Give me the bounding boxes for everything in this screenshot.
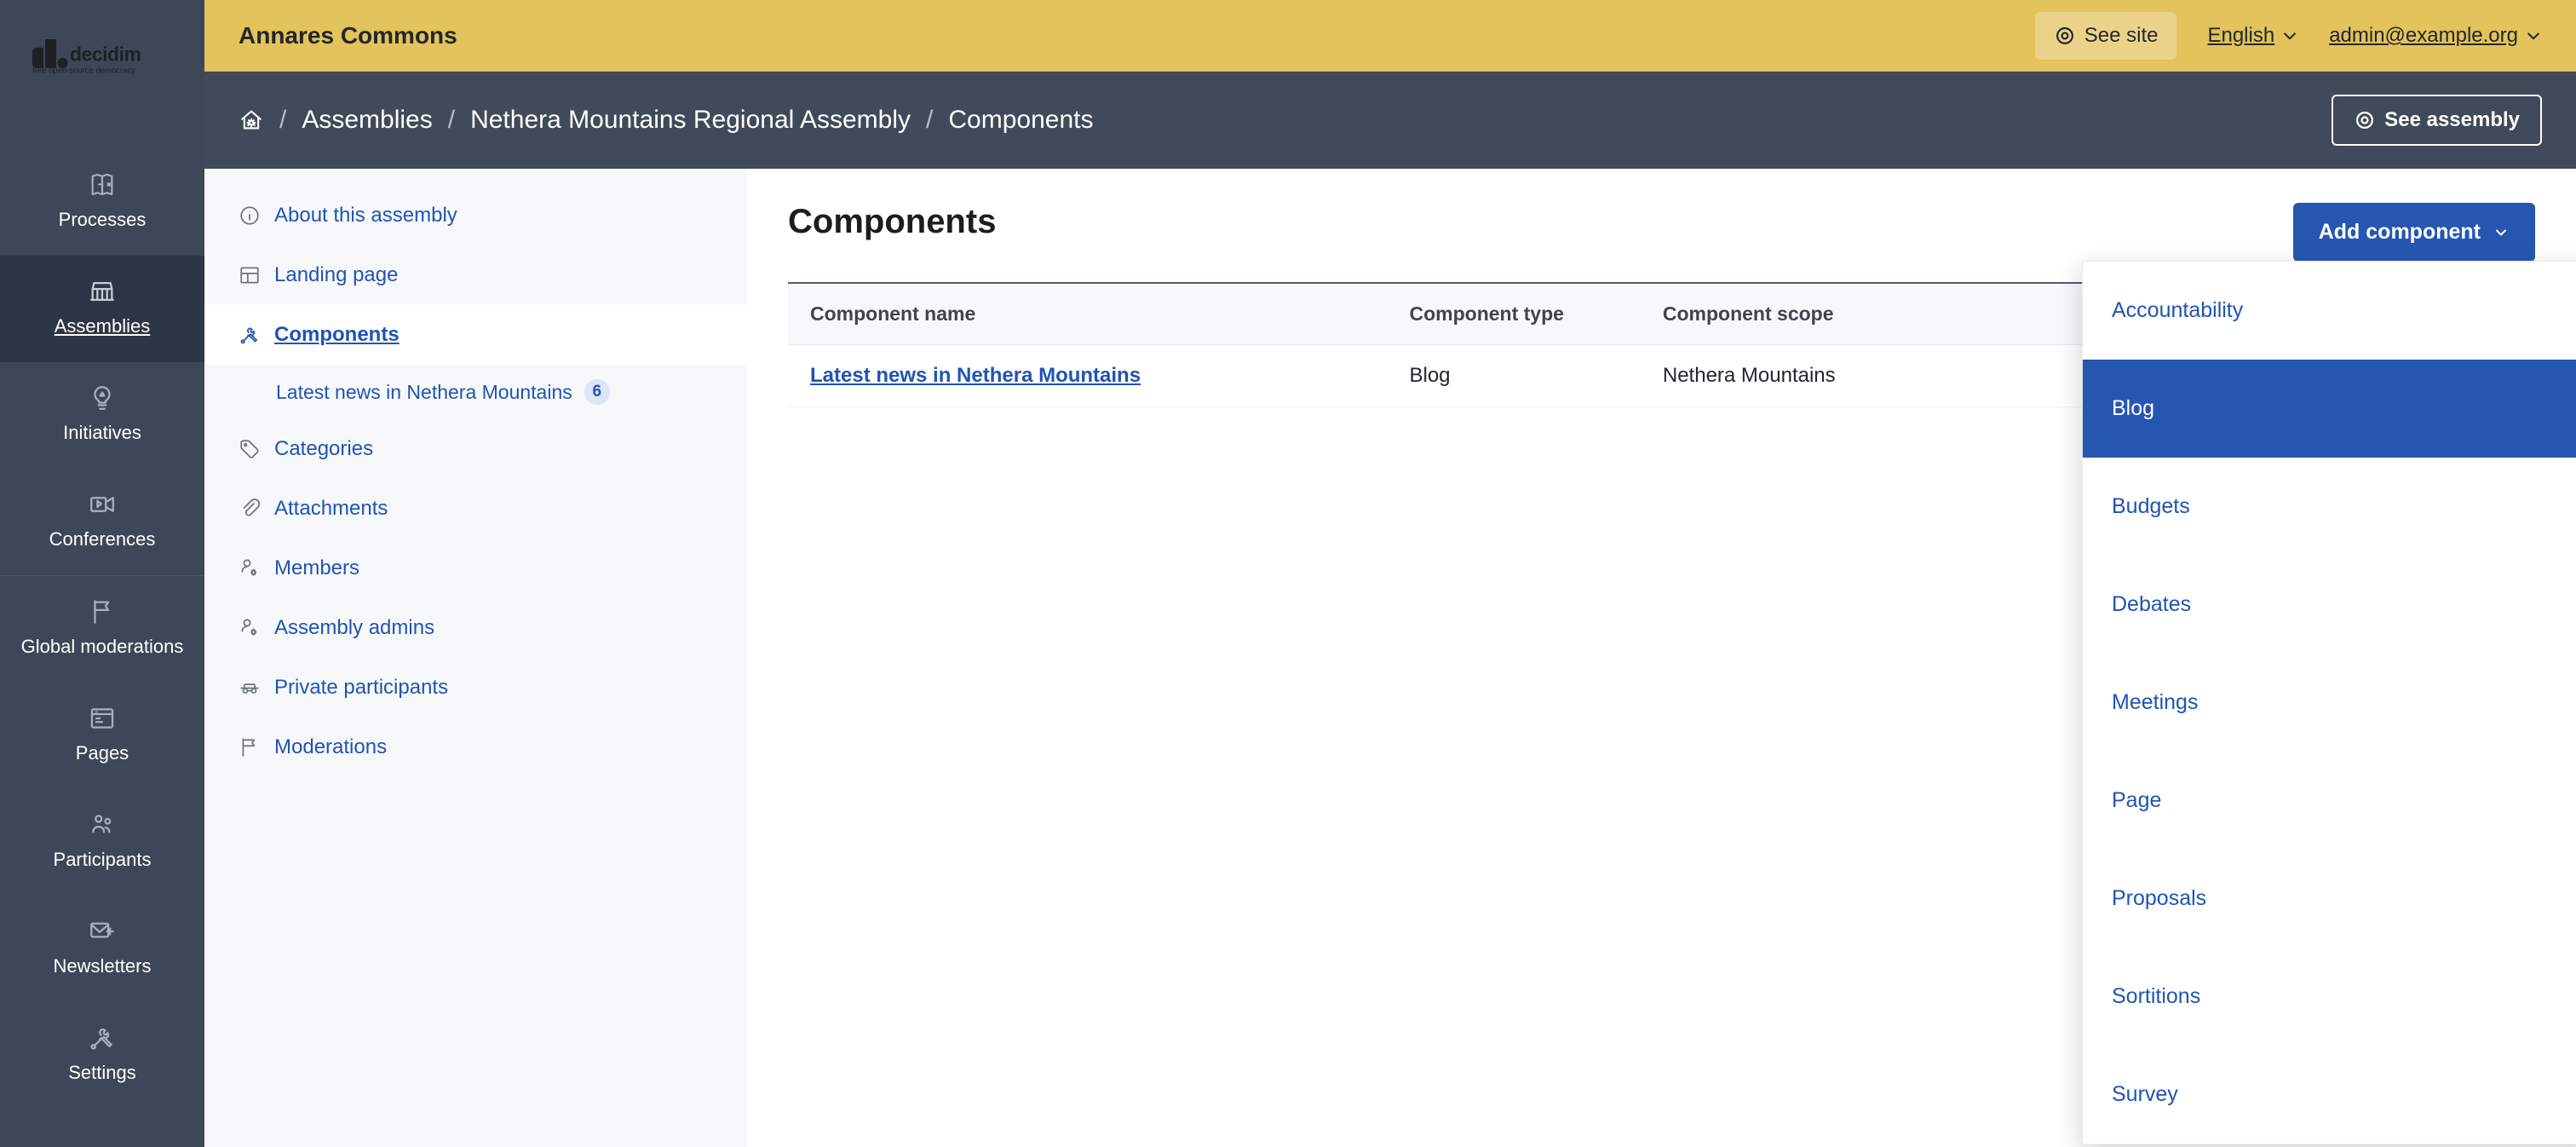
svg-text:decidim: decidim [70, 43, 141, 66]
svg-text:free open-source democracy: free open-source democracy [32, 66, 135, 76]
